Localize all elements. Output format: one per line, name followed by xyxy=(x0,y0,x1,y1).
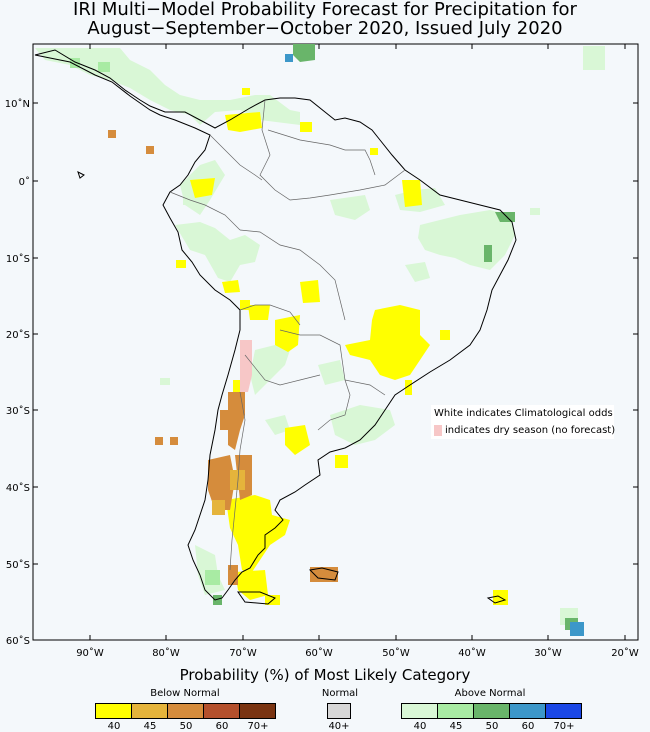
above-normal-tick-50: 50 xyxy=(485,721,499,732)
lon-label-70w: 70˚W xyxy=(229,647,257,659)
below-normal-tick-70: 70+ xyxy=(247,721,269,732)
above-normal-tick-60: 60 xyxy=(521,721,535,732)
lat-label-30s: 30˚S xyxy=(6,405,30,417)
above-normal-label: Above Normal xyxy=(454,688,526,699)
lon-label-80w: 80˚W xyxy=(152,647,180,659)
lon-label-20w: 20˚W xyxy=(611,647,639,659)
longitude-labels: 90˚W 80˚W 70˚W 60˚W 50˚W 40˚W 30˚W 20˚W xyxy=(76,647,639,659)
legend-dry-season-text: indicates dry season (no forecast) xyxy=(445,425,616,436)
legend-dry-swatch xyxy=(434,425,442,436)
lon-label-40w: 40˚W xyxy=(458,647,486,659)
lat-label-10n: 10˚N xyxy=(5,98,30,110)
above-normal-swatch-70 xyxy=(545,703,582,719)
lat-label-0: 0˚ xyxy=(19,176,30,188)
map-title-line1: IRI Multi−Model Probability Forecast for… xyxy=(73,0,577,20)
normal-tick: 40+ xyxy=(328,721,350,732)
dry-season-shading xyxy=(240,340,252,392)
legend-climatology-text: White indicates Climatological odds xyxy=(434,408,613,419)
country-borders xyxy=(169,99,406,571)
below-normal-tick-45: 45 xyxy=(143,721,157,732)
lat-label-60s: 60˚S xyxy=(6,635,30,647)
below-normal-shading xyxy=(176,88,508,605)
below-normal-tick-60: 60 xyxy=(215,721,229,732)
below-normal-mid-shading xyxy=(212,470,245,515)
latitude-ticks xyxy=(33,102,638,565)
lon-label-30w: 30˚W xyxy=(534,647,562,659)
blue-cell xyxy=(285,54,293,62)
colorbar-title: Probability (%) of Most Likely Category xyxy=(179,666,471,684)
lon-label-50w: 50˚W xyxy=(382,647,410,659)
below-normal-label: Below Normal xyxy=(150,688,220,699)
above-normal-swatch-60 xyxy=(509,703,546,719)
map-legend-box: White indicates Climatological odds indi… xyxy=(431,405,616,439)
below-normal-swatch-70 xyxy=(239,703,276,719)
above-normal-swatch-40 xyxy=(401,703,438,719)
lat-label-20s: 20˚S xyxy=(6,329,30,341)
lat-label-50s: 50˚S xyxy=(6,559,30,571)
map-frame xyxy=(32,43,639,641)
latitude-labels: 10˚N 0˚ 10˚S 20˚S 30˚S 40˚S 50˚S 60˚S xyxy=(5,98,30,647)
map-title-line2: August−September−October 2020, Issued Ju… xyxy=(87,18,563,39)
below-normal-swatch-60 xyxy=(203,703,240,719)
below-normal-swatch-40 xyxy=(95,703,132,719)
above-normal-tick-70: 70+ xyxy=(553,721,575,732)
longitude-ticks xyxy=(89,44,626,640)
normal-swatch xyxy=(327,703,351,719)
lat-label-10s: 10˚S xyxy=(6,253,30,265)
below-normal-swatch-50 xyxy=(167,703,204,719)
above-normal-tick-40: 40 xyxy=(413,721,427,732)
blue-cell-south xyxy=(570,622,584,636)
below-normal-tick-40: 40 xyxy=(107,721,121,732)
coastlines xyxy=(34,49,517,605)
lon-label-60w: 60˚W xyxy=(305,647,333,659)
lon-label-90w: 90˚W xyxy=(76,647,104,659)
lat-label-40s: 40˚S xyxy=(6,482,30,494)
above-normal-swatch-45 xyxy=(437,703,474,719)
above-normal-tick-45: 45 xyxy=(449,721,463,732)
normal-label: Normal xyxy=(321,688,359,699)
below-normal-tick-50: 50 xyxy=(179,721,193,732)
below-normal-swatch-45 xyxy=(131,703,168,719)
above-normal-swatch-50 xyxy=(473,703,510,719)
